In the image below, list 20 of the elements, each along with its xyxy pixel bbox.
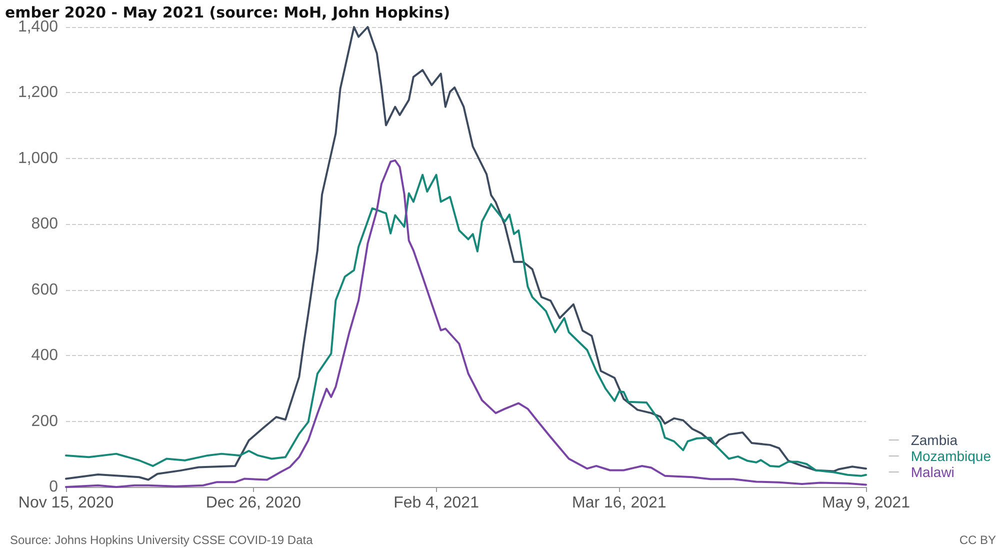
y-tick-label: 600 — [31, 281, 58, 298]
x-tick-label: Mar 16, 2021 — [572, 494, 666, 512]
x-tick-label: Feb 4, 2021 — [394, 494, 480, 512]
y-tick-label: 1,000 — [18, 150, 58, 167]
x-tick-label: May 9, 2021 — [822, 494, 910, 512]
text: CC BY — [959, 533, 996, 547]
chart-title: ember 2020 - May 2021 (source: MoH, John Hopkins) — [5, 4, 450, 22]
text: Malawi — [910, 464, 954, 480]
y-tick-label: 800 — [31, 216, 58, 233]
text: Zambia — [910, 432, 958, 448]
y-tick-label: 400 — [31, 347, 58, 364]
y-tick-label: 1,400 — [18, 18, 58, 36]
x-tick-label: Nov 15, 2020 — [18, 494, 114, 512]
text: Mozambique — [910, 448, 992, 464]
line-series — [65, 26, 867, 481]
y-tick-label: 200 — [31, 412, 58, 430]
x-tick-label: Dec 26, 2020 — [206, 494, 302, 512]
y-tick-label: 0 — [49, 478, 58, 496]
source-note: Source: Johns Hopkins University CSSE COVID-19 Data — [10, 533, 314, 547]
y-tick-label: 1,200 — [18, 84, 58, 102]
